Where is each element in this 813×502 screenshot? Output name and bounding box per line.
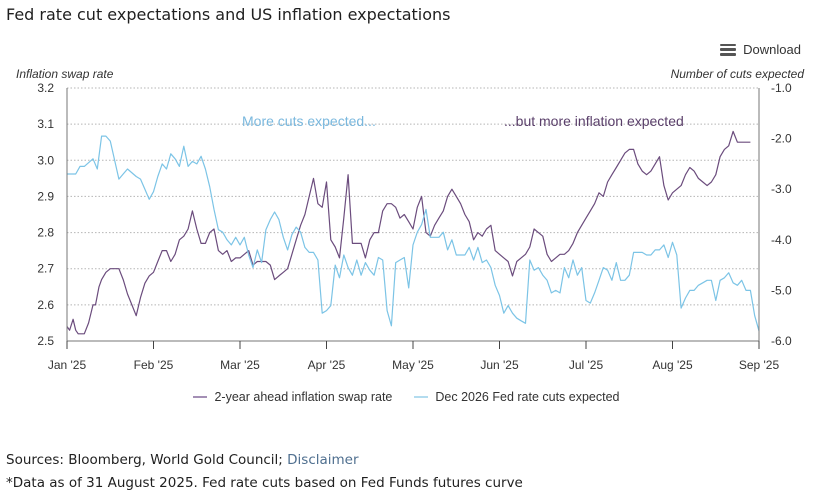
left-tick-label: 2.8	[37, 226, 54, 240]
x-tick-label: Apr '25	[308, 358, 346, 372]
left-tick-label: 2.9	[37, 189, 54, 203]
x-tick-label: Aug '25	[652, 358, 693, 372]
series-line-inflation-swap	[66, 130, 751, 335]
x-tick-label: Mar '25	[220, 358, 260, 372]
data-note: *Data as of 31 August 2025. Fed rate cut…	[6, 475, 523, 491]
chart-svg: Inflation swap rate Number of cuts expec…	[16, 67, 805, 372]
hamburger-menu-icon	[720, 43, 737, 56]
x-tick-label: May '25	[392, 358, 434, 372]
left-tick-label: 3.0	[37, 153, 54, 167]
chart-title: Fed rate cut expectations and US inflati…	[6, 5, 451, 24]
annotation-more-inflation: ...but more inflation expected	[504, 113, 684, 129]
annotation-more-cuts: More cuts expected...	[242, 113, 376, 129]
right-tick-label: -4.0	[771, 233, 792, 247]
legend-item-cuts[interactable]: Dec 2026 Fed rate cuts expected	[414, 390, 620, 404]
sources-line: Sources: Bloomberg, World Gold Council; …	[6, 452, 359, 468]
legend-label-cuts: Dec 2026 Fed rate cuts expected	[435, 390, 620, 404]
left-tick-label: 2.7	[37, 262, 54, 276]
legend: 2-year ahead inflation swap rate Dec 202…	[0, 390, 813, 404]
download-label: Download	[743, 42, 801, 57]
right-tick-label: -6.0	[771, 334, 792, 348]
left-tick-label: 3.1	[37, 117, 54, 131]
legend-label-inflation: 2-year ahead inflation swap rate	[214, 390, 393, 404]
series-line-fed-cuts	[67, 135, 760, 332]
left-tick-label: 3.2	[37, 81, 54, 95]
x-tick-label: Jan '25	[48, 358, 87, 372]
right-tick-label: -2.0	[771, 132, 792, 146]
x-tick-label: Feb '25	[134, 358, 174, 372]
right-axis-ticks: -6.0 -5.0 -4.0 -3.0 -2.0 -1.0	[771, 81, 792, 348]
sources-text: Sources: Bloomberg, World Gold Council;	[6, 452, 288, 468]
legend-item-inflation[interactable]: 2-year ahead inflation swap rate	[193, 390, 392, 404]
legend-swatch-inflation	[193, 396, 208, 398]
x-axis-ticks: Jan '25 Feb '25 Mar '25 Apr '25 May '25 Jun '…	[48, 341, 780, 372]
right-tick-label: -1.0	[771, 81, 792, 95]
right-tick-label: -3.0	[771, 182, 792, 196]
left-tick-label: 2.6	[37, 298, 54, 312]
x-tick-label: Jun '25	[480, 358, 519, 372]
right-tick-label: -5.0	[771, 283, 792, 297]
left-axis-title: Inflation swap rate	[16, 67, 114, 81]
x-tick-label: Sep '25	[739, 358, 780, 372]
disclaimer-link[interactable]: Disclaimer	[287, 452, 359, 468]
legend-swatch-cuts	[414, 396, 429, 398]
series-lines	[66, 130, 760, 335]
download-button[interactable]: Download	[720, 42, 801, 57]
left-tick-label: 2.5	[37, 334, 54, 348]
right-axis-title: Number of cuts expected	[671, 67, 805, 81]
x-tick-label: Jul '25	[569, 358, 604, 372]
left-axis-ticks: 2.5 2.6 2.7 2.8 2.9 3.0 3.1 3.2	[37, 81, 54, 348]
